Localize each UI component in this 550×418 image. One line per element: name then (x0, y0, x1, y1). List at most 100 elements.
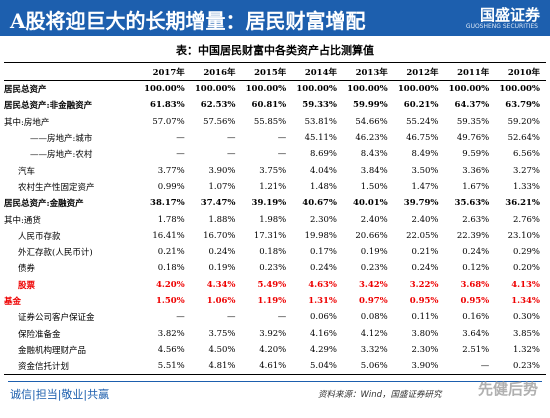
row-label: 汽车 (18, 166, 36, 177)
cell: — (277, 149, 287, 160)
column-header: 2010年 (495, 62, 546, 81)
cell: 100.00% (296, 84, 337, 95)
cell: 39.79% (403, 198, 439, 209)
column-header: 2014年 (292, 62, 343, 81)
cell: 3.27% (512, 165, 540, 176)
table-row: 基金 1.50% 1.06% 1.19% 1.31% 0.97% 0.95% 0.95% 1.3… (4, 293, 546, 309)
cell: 5.06% (343, 358, 394, 376)
cell: 3.22% (409, 279, 439, 290)
cell: 3.80% (411, 328, 439, 339)
cell: 49.76% (456, 133, 490, 144)
table-row: 其中:房地产 57.07% 57.56% 55.85% 53.81% 54.66% 55.2… (4, 114, 546, 130)
cell: 2.63% (462, 214, 490, 225)
cell: 1.34% (511, 296, 540, 306)
cell: — (444, 358, 496, 376)
cell: 60.81% (251, 100, 287, 111)
column-header: 2017年 (140, 62, 191, 81)
title: A股将迎巨大的长期增量：居民财富增配 (10, 9, 366, 33)
cell: 8.69% (309, 149, 337, 160)
cell: 60.21% (403, 100, 439, 111)
cell: 53.81% (304, 116, 337, 127)
cell: 1.21% (259, 181, 287, 192)
cell: 4.50% (208, 344, 236, 355)
row-label: ——房地产:城市 (30, 134, 93, 145)
table-caption: 表：中国居民财富中各类资产占比测算值 (176, 44, 374, 57)
cell: 38.17% (150, 198, 185, 209)
row-label: 居民总资产:金融资产 (4, 199, 84, 210)
cell: 46.23% (355, 133, 388, 144)
table-body: 居民总资产 100.00% 100.00% 100.00% 100.00% 100.00%… (4, 81, 546, 376)
cell: 5.51% (140, 358, 191, 376)
cell: 8.49% (411, 149, 439, 160)
table-row: ——房地产:城市 — — — 45.11% 46.23% 46.75% 49.76% 52.64… (4, 130, 546, 146)
table-row: 证券公司客户保证金 — — — 0.06% 0.08% 0.11% 0.16% 0.30% (4, 309, 546, 325)
cell: 17.31% (253, 230, 287, 241)
cell: 3.64% (462, 328, 490, 339)
row-label: 农村生产性固定资产 (18, 182, 95, 193)
cell: 0.21% (157, 247, 185, 258)
cell: 4.20% (259, 344, 287, 355)
cell: 4.12% (360, 328, 388, 339)
cell: 1.98% (259, 214, 287, 225)
banner: A股将迎巨大的长期增量：居民财富增配 国盛证券 GUOSHENG SECURIT… (0, 0, 550, 36)
cell: 35.63% (454, 198, 490, 209)
cell: 0.95% (460, 296, 490, 306)
cell: 1.78% (157, 214, 185, 225)
cell: 1.50% (360, 181, 388, 192)
cell: 64.37% (454, 100, 490, 111)
cell: 59.99% (353, 100, 388, 111)
cell: 2.30% (411, 344, 439, 355)
cell: 1.48% (309, 181, 337, 192)
cell: 20.66% (355, 230, 388, 241)
cell: 1.50% (155, 296, 185, 306)
cell: 0.24% (411, 263, 439, 274)
cell: 16.70% (203, 230, 236, 241)
cell: 4.61% (241, 358, 293, 376)
table-row: 居民总资产:金融资产 38.17% 37.47% 39.19% 40.67% 40.01%… (4, 195, 546, 211)
cell: 3.75% (259, 165, 287, 176)
cell: — (227, 149, 236, 160)
cell: 100.00% (347, 84, 388, 95)
cell: 0.12% (462, 263, 490, 274)
cell: 0.16% (462, 312, 490, 323)
cell: 9.59% (462, 149, 490, 160)
table-row: 保险准备金 3.82% 3.75% 3.92% 4.16% 4.12% 3.80% 3.64%… (4, 325, 546, 341)
cell: 100.00% (194, 84, 236, 95)
cell: 62.53% (200, 100, 236, 111)
table-row: 居民总资产 100.00% 100.00% 100.00% 100.00% 100.00%… (4, 81, 546, 98)
motto: 诚信|担当|敬业|共赢 (10, 388, 110, 401)
cell: 0.18% (157, 263, 185, 274)
cell: 0.18% (259, 247, 287, 258)
cell: 0.06% (309, 312, 337, 323)
cell: 3.82% (157, 328, 185, 339)
cell: 0.11% (411, 312, 439, 323)
row-label: 居民总资产 (4, 85, 47, 96)
cell: 57.56% (203, 116, 236, 127)
cell: 61.83% (150, 100, 185, 111)
cell: 0.29% (512, 247, 540, 258)
row-label: 股票 (18, 280, 36, 291)
cell: 22.05% (406, 230, 439, 241)
cell: 0.19% (208, 263, 236, 274)
cell: — (227, 133, 236, 144)
cell: — (277, 312, 287, 323)
cell: 4.04% (309, 165, 337, 176)
row-label: 基金 (4, 297, 22, 307)
cell: — (277, 133, 287, 144)
row-label: ——房地产:农村 (30, 150, 93, 161)
cell: 0.97% (358, 296, 388, 306)
cell: 16.41% (152, 230, 185, 241)
row-label: 外汇存款(人民币计) (18, 248, 93, 259)
cell: 63.79% (505, 100, 540, 111)
cell: 5.49% (257, 279, 287, 290)
cell: 1.07% (208, 181, 236, 192)
cell: 4.13% (511, 279, 540, 290)
cell: 0.23% (259, 263, 287, 274)
row-label: 其中:房地产 (4, 117, 50, 128)
cell: 3.84% (360, 165, 388, 176)
cell: 4.56% (157, 344, 185, 355)
cell: 6.56% (512, 149, 540, 160)
cell: 57.07% (152, 116, 185, 127)
cell: 36.21% (505, 198, 540, 209)
cell: 40.67% (302, 198, 337, 209)
